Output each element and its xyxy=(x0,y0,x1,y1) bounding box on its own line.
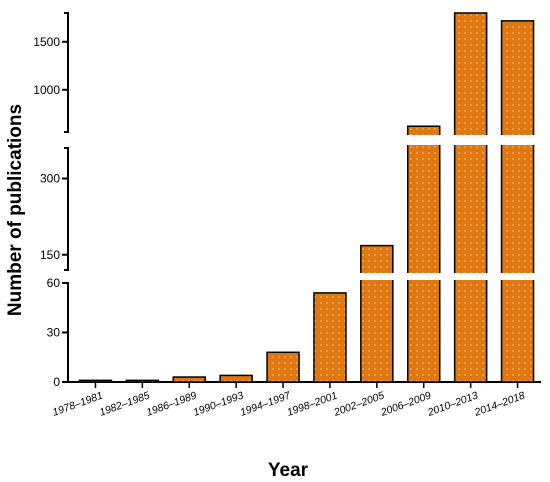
y-axis-title: Number of publications xyxy=(5,104,26,316)
y-tick-label: 60 xyxy=(47,276,61,290)
x-tick-label: 2006–2009 xyxy=(378,389,433,419)
bar xyxy=(453,12,488,383)
bar-break-gap xyxy=(499,135,536,145)
x-tick-label: 1978–1981 xyxy=(51,390,104,419)
x-tick-label: 2002–2005 xyxy=(331,389,386,419)
bar xyxy=(360,244,394,383)
bar-break-gap xyxy=(452,135,489,145)
x-tick-labels: 1978–19811982–19851986–19891990–19931994… xyxy=(51,382,527,419)
bar xyxy=(125,379,160,383)
bar xyxy=(313,292,347,383)
y-tick-label: 150 xyxy=(40,248,60,262)
bar-break-gap xyxy=(358,273,395,280)
x-tick-label: 1998–2001 xyxy=(285,390,338,419)
bar-break-gap xyxy=(405,273,442,280)
x-tick-label: 1990–1993 xyxy=(192,389,246,418)
bar xyxy=(266,351,300,383)
bar xyxy=(500,20,535,383)
y-tick-label: 1500 xyxy=(33,35,60,49)
bar xyxy=(407,125,441,383)
y-tick-label: 0 xyxy=(53,375,60,389)
x-tick-label: 1982–1985 xyxy=(98,389,152,418)
x-tick-label: 2014–2018 xyxy=(472,389,527,419)
x-tick-label: 1986–1989 xyxy=(145,389,199,418)
y-tick-label: 1000 xyxy=(33,83,60,97)
x-tick-label: 1994–1997 xyxy=(239,389,294,419)
y-tick-label: 30 xyxy=(47,326,61,340)
y-tick-labels: 0 30 60 150 300 1000 1500 xyxy=(33,35,68,389)
bar xyxy=(172,376,206,383)
bar-break-gap xyxy=(499,273,536,280)
bars xyxy=(78,12,536,383)
bar xyxy=(219,374,253,383)
x-axis-title: Year xyxy=(268,460,309,481)
bar xyxy=(78,379,113,383)
y-tick-label: 300 xyxy=(40,172,60,186)
bar-break-gap xyxy=(452,273,489,280)
bar-break-gap xyxy=(405,135,442,145)
x-tick-label: 2010–2013 xyxy=(425,389,480,419)
